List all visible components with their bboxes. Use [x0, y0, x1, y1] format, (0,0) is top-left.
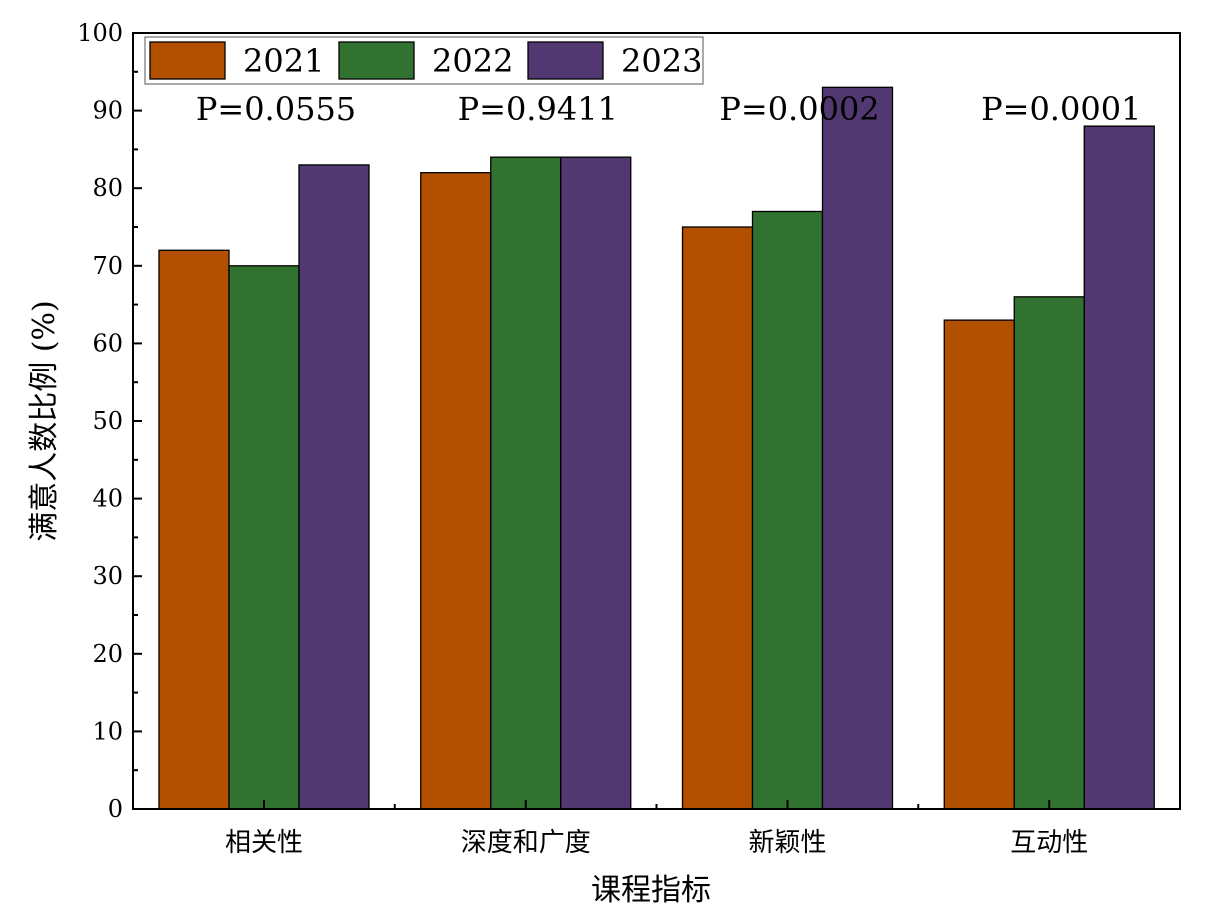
- bar-2022-0: [228, 265, 300, 810]
- legend-swatch-2021: [149, 41, 226, 80]
- legend-swatch-2022: [338, 41, 415, 80]
- legend: 2021 2022 2023: [144, 36, 704, 85]
- legend-box: [144, 36, 704, 85]
- bar-2021-0: [158, 249, 230, 810]
- y-tick-label: 40: [92, 485, 123, 513]
- y-axis-title: 满意人数比例 (%): [27, 300, 62, 541]
- y-tick-label: 80: [92, 174, 123, 202]
- x-axis: 相关性 深度和广度 新颖性 互动性: [225, 800, 1088, 858]
- p-value-label: P=0.0555: [196, 90, 356, 128]
- p-value-label: P=0.0001: [981, 90, 1141, 128]
- bar-2023-3: [1083, 125, 1155, 810]
- p-value-label: P=0.0002: [719, 90, 879, 128]
- y-tick-label: 60: [92, 329, 123, 357]
- p-value-label: P=0.9411: [458, 90, 618, 128]
- y-tick-label: 30: [92, 562, 123, 590]
- x-axis-title: 课程指标: [591, 873, 711, 908]
- bar-2021-3: [943, 319, 1015, 810]
- bar-2021-2: [681, 226, 754, 810]
- x-tick-label: 新颖性: [748, 828, 826, 858]
- y-tick-label: 10: [92, 717, 123, 745]
- p-value-annotations: P=0.0555 P=0.9411 P=0.0002 P=0.0001: [196, 90, 1142, 128]
- bar-2022-2: [751, 210, 824, 810]
- x-tick-label: 相关性: [225, 828, 303, 858]
- bars-layer: [158, 86, 1155, 810]
- x-tick-label: 深度和广度: [461, 828, 591, 858]
- legend-swatch-2023: [527, 41, 604, 80]
- x-tick-label: 互动性: [1010, 828, 1088, 858]
- bar-2022-3: [1013, 296, 1085, 810]
- y-tick-label: 50: [92, 407, 123, 435]
- bar-2023-0: [298, 164, 370, 810]
- y-tick-label: 70: [92, 252, 123, 280]
- y-tick-label: 0: [108, 795, 123, 823]
- bar-2023-2: [821, 86, 894, 810]
- legend-label-2021: 2021: [243, 42, 324, 80]
- y-tick-label: 100: [77, 19, 123, 47]
- bar-2023-1: [560, 156, 632, 810]
- y-axis: 0 10 20 30 40 50 60 70 80 90 100: [77, 19, 142, 823]
- bar-2022-1: [490, 156, 562, 810]
- legend-label-2022: 2022: [432, 42, 513, 80]
- legend-label-2023: 2023: [621, 42, 702, 80]
- y-tick-label: 20: [92, 640, 123, 668]
- bar-2021-1: [420, 172, 492, 810]
- y-tick-label: 90: [92, 97, 123, 125]
